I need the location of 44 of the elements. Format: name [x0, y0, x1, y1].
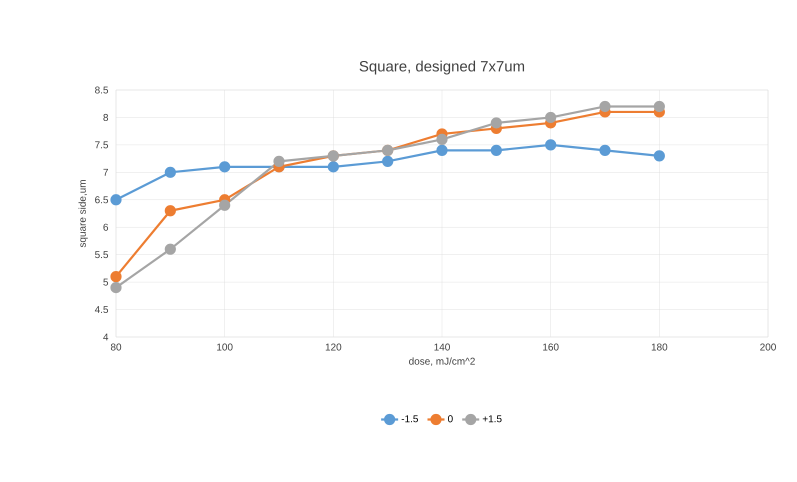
x-tick-label: 120 [326, 344, 342, 351]
y-tick-label: 6.5 [95, 196, 108, 204]
y-tick-label: 7.5 [95, 141, 108, 148]
point [164, 205, 176, 216]
x-tick-label: 160 [543, 344, 559, 351]
point [110, 271, 122, 282]
legend-label: -1.5 [402, 415, 418, 422]
point [219, 200, 230, 211]
point [545, 139, 556, 150]
point [436, 144, 448, 156]
y-axis-title: square side,um [78, 180, 88, 248]
y-tick-label: 5.5 [95, 251, 108, 258]
x-tick-label: 100 [217, 344, 233, 351]
point [110, 282, 122, 294]
point [490, 117, 502, 129]
point [273, 156, 285, 167]
y-tick-label: 8 [103, 114, 108, 121]
x-tick-label: 80 [110, 344, 122, 351]
point [654, 100, 665, 112]
point [219, 161, 230, 172]
chart-title: Square, designed 7x7um [360, 60, 524, 74]
y-tick-label: 8.5 [95, 86, 108, 94]
legend-label: +1.5 [482, 415, 502, 422]
point [328, 161, 339, 172]
x-tick-label: 200 [760, 344, 776, 351]
point [164, 166, 176, 178]
y-tick-label: 6 [103, 224, 108, 231]
point [545, 112, 556, 124]
y-tick-label: 4.5 [94, 306, 108, 314]
x-tick-label: 180 [652, 344, 668, 351]
x-tick-label: 140 [434, 344, 450, 351]
y-tick-label: 5 [103, 278, 108, 286]
point [110, 194, 122, 206]
legend-label: 0 [448, 415, 453, 422]
point [599, 100, 611, 112]
point [382, 156, 394, 167]
point [436, 134, 448, 145]
point [654, 150, 665, 162]
y-tick-label: 7 [103, 168, 108, 176]
y-tick-label: 4 [103, 334, 108, 340]
point [599, 144, 611, 156]
x-axis-title: dose, mJ/cm^2 [409, 357, 475, 366]
point [490, 144, 502, 156]
point [164, 244, 176, 255]
